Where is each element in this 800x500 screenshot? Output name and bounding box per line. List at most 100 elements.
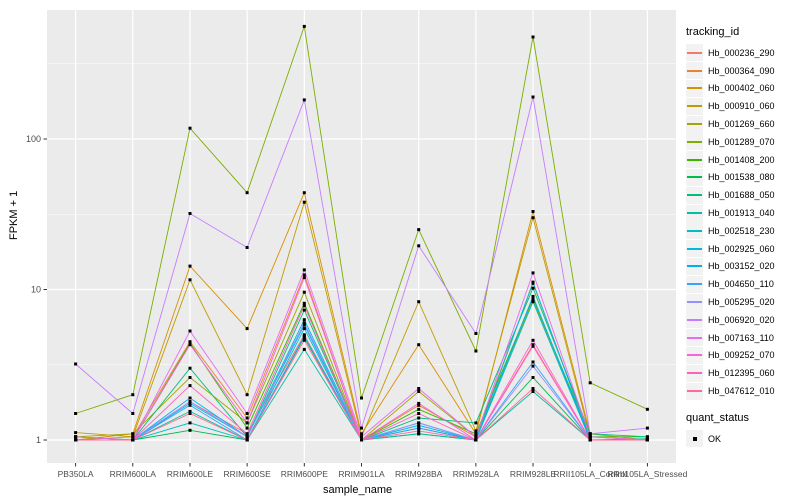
legend-item-Hb_001269_660: Hb_001269_660 (686, 115, 798, 133)
legend-item-Hb_000236_290: Hb_000236_290 (686, 44, 798, 62)
legend-item-Hb_000402_060: Hb_000402_060 (686, 79, 798, 98)
data-point (360, 435, 363, 439)
data-point (360, 426, 363, 430)
data-point (474, 349, 478, 353)
data-point (531, 360, 535, 364)
data-point (417, 407, 421, 411)
legend-line-glyph (687, 69, 702, 72)
legend: tracking_id Hb_000236_290 Hb_000364_090 Hb… (686, 26, 798, 448)
data-point (302, 301, 306, 305)
legend-item-label: Hb_003152_020 (708, 261, 775, 272)
legend-item-label: Hb_001538_080 (708, 172, 775, 183)
data-point (474, 432, 478, 436)
y-axis-title: FPKM + 1 (8, 190, 20, 240)
legend-item-Hb_001538_080: Hb_001538_080 (686, 168, 798, 187)
data-point (417, 387, 421, 390)
data-point (588, 438, 592, 442)
data-point (188, 278, 192, 282)
data-point (588, 435, 592, 439)
data-point (531, 338, 535, 342)
legend-item-label: Hb_002925_060 (708, 243, 775, 254)
legend-item-Hb_002518_230: Hb_002518_230 (686, 222, 798, 240)
legend-line-glyph (687, 229, 702, 232)
legend-item-label: Hb_001688_050 (708, 190, 775, 201)
data-point (531, 390, 535, 393)
data-point (74, 362, 78, 366)
y-tick-label: 10 (31, 285, 41, 295)
data-point (188, 409, 192, 413)
legend-color-swatch (686, 204, 703, 222)
data-point (360, 438, 363, 442)
data-point (531, 294, 535, 298)
legend-line-glyph (687, 301, 702, 304)
data-point (302, 327, 306, 331)
data-point (588, 381, 592, 385)
legend-line-glyph (687, 158, 702, 161)
legend-item-Hb_003152_020: Hb_003152_020 (686, 257, 798, 276)
legend-item-label: Hb_007163_110 (708, 332, 774, 343)
legend-line-glyph (687, 372, 702, 375)
data-point (302, 334, 306, 338)
quant-status-items: OK (686, 430, 798, 448)
data-point (245, 412, 249, 415)
data-point (74, 412, 78, 415)
legend-line-glyph (687, 212, 702, 215)
data-point (245, 438, 249, 442)
data-point (417, 412, 421, 415)
data-point (188, 212, 192, 215)
quant-status-item: OK (686, 430, 798, 448)
data-point (417, 300, 421, 304)
data-point (645, 407, 649, 411)
data-point (188, 126, 192, 130)
data-point (188, 396, 192, 400)
legend-color-swatch (686, 97, 703, 115)
data-point (302, 304, 306, 308)
data-point (531, 286, 535, 290)
legend-item-label: Hb_001269_660 (708, 119, 775, 130)
legend-color-swatch (686, 151, 703, 169)
data-point (188, 428, 192, 432)
data-point (360, 396, 363, 400)
legend-line-glyph (687, 176, 702, 179)
data-point (188, 412, 192, 415)
legend-color-swatch (686, 115, 703, 133)
y-tick-label: 1 (36, 435, 41, 445)
legend-item-Hb_001289_070: Hb_001289_070 (686, 133, 798, 151)
data-point (188, 384, 192, 388)
data-point (302, 273, 306, 277)
data-point (302, 24, 306, 28)
data-point (245, 416, 249, 420)
legend-item-Hb_005295_020: Hb_005295_020 (686, 293, 798, 311)
x-tick-label: RRIM928LE (510, 469, 557, 479)
legend-item-Hb_000364_090: Hb_000364_090 (686, 62, 798, 80)
data-point (531, 300, 535, 304)
data-point (188, 400, 192, 404)
legend-line-glyph (687, 265, 702, 268)
data-point (302, 276, 306, 280)
data-point (245, 435, 249, 439)
data-point (131, 432, 135, 436)
quant-status-swatch (686, 430, 703, 448)
data-point (531, 216, 535, 220)
legend-item-Hb_004650_110: Hb_004650_110 (686, 275, 798, 293)
data-point (302, 290, 306, 294)
data-point (188, 403, 192, 407)
legend-color-swatch (686, 240, 703, 258)
legend-item-Hb_012395_060: Hb_012395_060 (686, 364, 798, 382)
data-point (245, 432, 249, 436)
data-point (131, 412, 135, 415)
legend-item-Hb_001688_050: Hb_001688_050 (686, 186, 798, 204)
x-tick-label: RRIM928BA (395, 469, 443, 479)
legend-item-label: Hb_000364_090 (708, 65, 775, 76)
legend-item-label: Hb_001289_070 (708, 136, 775, 147)
data-point (417, 228, 421, 232)
legend-color-swatch (686, 44, 703, 62)
legend-color-swatch (686, 186, 703, 204)
data-point (302, 347, 306, 351)
data-point (474, 421, 478, 425)
legend-color-swatch (686, 257, 703, 275)
x-tick-label: RRIM600LA (110, 469, 157, 479)
legend-line-glyph (687, 283, 702, 286)
legend-line-glyph (687, 105, 702, 108)
data-point (645, 435, 649, 439)
